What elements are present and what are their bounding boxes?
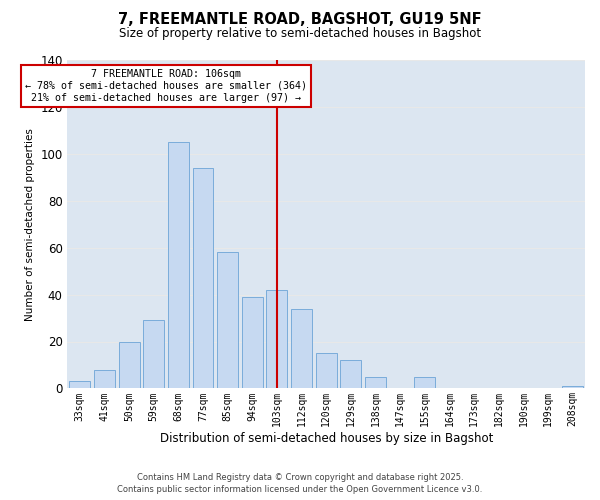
Bar xyxy=(143,320,164,388)
Bar xyxy=(193,168,214,388)
Bar xyxy=(217,252,238,388)
Bar xyxy=(562,386,583,388)
Bar xyxy=(69,382,90,388)
Bar xyxy=(291,308,312,388)
Text: 7, FREEMANTLE ROAD, BAGSHOT, GU19 5NF: 7, FREEMANTLE ROAD, BAGSHOT, GU19 5NF xyxy=(118,12,482,28)
Text: Contains HM Land Registry data © Crown copyright and database right 2025.
Contai: Contains HM Land Registry data © Crown c… xyxy=(118,472,482,494)
Bar xyxy=(168,142,189,388)
Bar xyxy=(242,297,263,388)
Bar xyxy=(119,342,140,388)
Text: 7 FREEMANTLE ROAD: 106sqm
← 78% of semi-detached houses are smaller (364)
21% of: 7 FREEMANTLE ROAD: 106sqm ← 78% of semi-… xyxy=(25,70,307,102)
Text: Size of property relative to semi-detached houses in Bagshot: Size of property relative to semi-detach… xyxy=(119,28,481,40)
Bar xyxy=(415,376,435,388)
Bar xyxy=(316,353,337,388)
Bar xyxy=(365,376,386,388)
Bar xyxy=(94,370,115,388)
Bar xyxy=(340,360,361,388)
X-axis label: Distribution of semi-detached houses by size in Bagshot: Distribution of semi-detached houses by … xyxy=(160,432,493,445)
Y-axis label: Number of semi-detached properties: Number of semi-detached properties xyxy=(25,128,35,320)
Bar xyxy=(266,290,287,388)
